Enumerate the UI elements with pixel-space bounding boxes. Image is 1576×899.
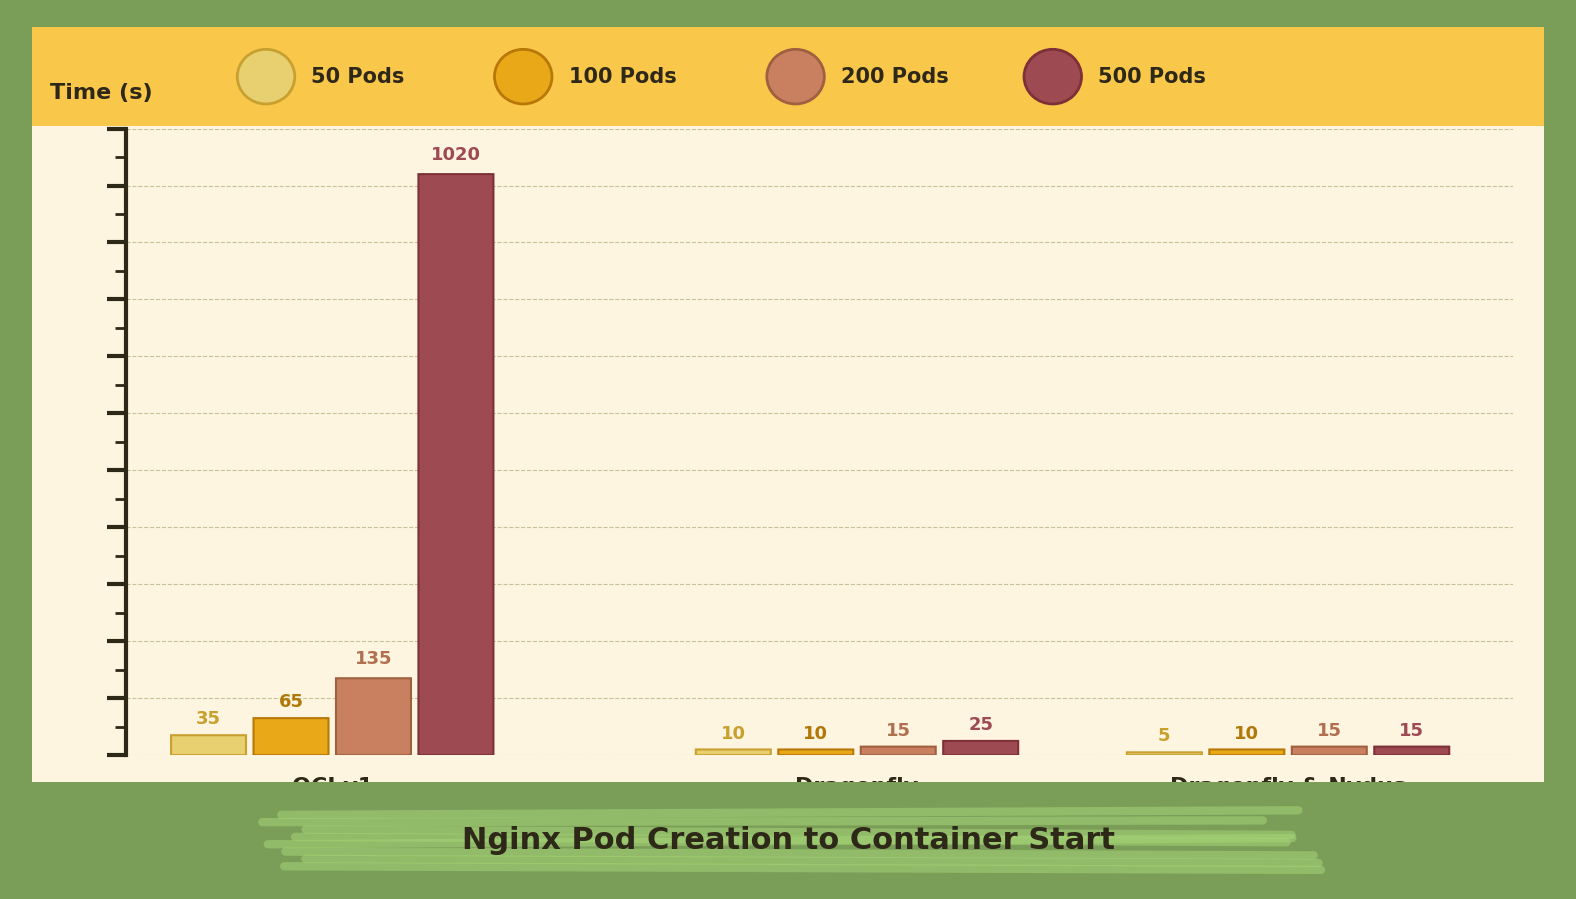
Ellipse shape xyxy=(238,49,295,104)
Text: 135: 135 xyxy=(355,650,392,668)
Text: 500 Pods: 500 Pods xyxy=(1098,67,1206,86)
Ellipse shape xyxy=(495,49,552,104)
FancyBboxPatch shape xyxy=(336,678,411,755)
FancyBboxPatch shape xyxy=(419,174,493,755)
FancyBboxPatch shape xyxy=(2,12,1574,806)
Text: 10: 10 xyxy=(1234,725,1259,743)
FancyBboxPatch shape xyxy=(697,750,771,755)
Text: 15: 15 xyxy=(886,722,911,740)
FancyBboxPatch shape xyxy=(1292,746,1366,755)
Text: 15: 15 xyxy=(1318,722,1341,740)
FancyBboxPatch shape xyxy=(860,746,936,755)
Text: 10: 10 xyxy=(804,725,829,743)
FancyBboxPatch shape xyxy=(1374,746,1450,755)
Text: 10: 10 xyxy=(720,725,745,743)
FancyBboxPatch shape xyxy=(1209,750,1284,755)
Text: Nginx Pod Creation to Container Start: Nginx Pod Creation to Container Start xyxy=(462,826,1114,855)
Text: 15: 15 xyxy=(1399,722,1425,740)
Ellipse shape xyxy=(1024,49,1081,104)
Text: 100 Pods: 100 Pods xyxy=(569,67,676,86)
FancyBboxPatch shape xyxy=(172,735,246,755)
FancyBboxPatch shape xyxy=(942,741,1018,755)
Text: 5: 5 xyxy=(1158,727,1171,745)
FancyBboxPatch shape xyxy=(779,750,853,755)
Text: 25: 25 xyxy=(968,717,993,734)
Text: 65: 65 xyxy=(279,693,304,711)
FancyBboxPatch shape xyxy=(1127,752,1202,755)
Ellipse shape xyxy=(768,49,824,104)
Text: 1020: 1020 xyxy=(430,146,481,164)
Text: Time (s): Time (s) xyxy=(50,84,153,103)
FancyBboxPatch shape xyxy=(254,718,328,755)
Text: 200 Pods: 200 Pods xyxy=(842,67,949,86)
Text: 35: 35 xyxy=(195,710,221,728)
Text: 50 Pods: 50 Pods xyxy=(312,67,405,86)
